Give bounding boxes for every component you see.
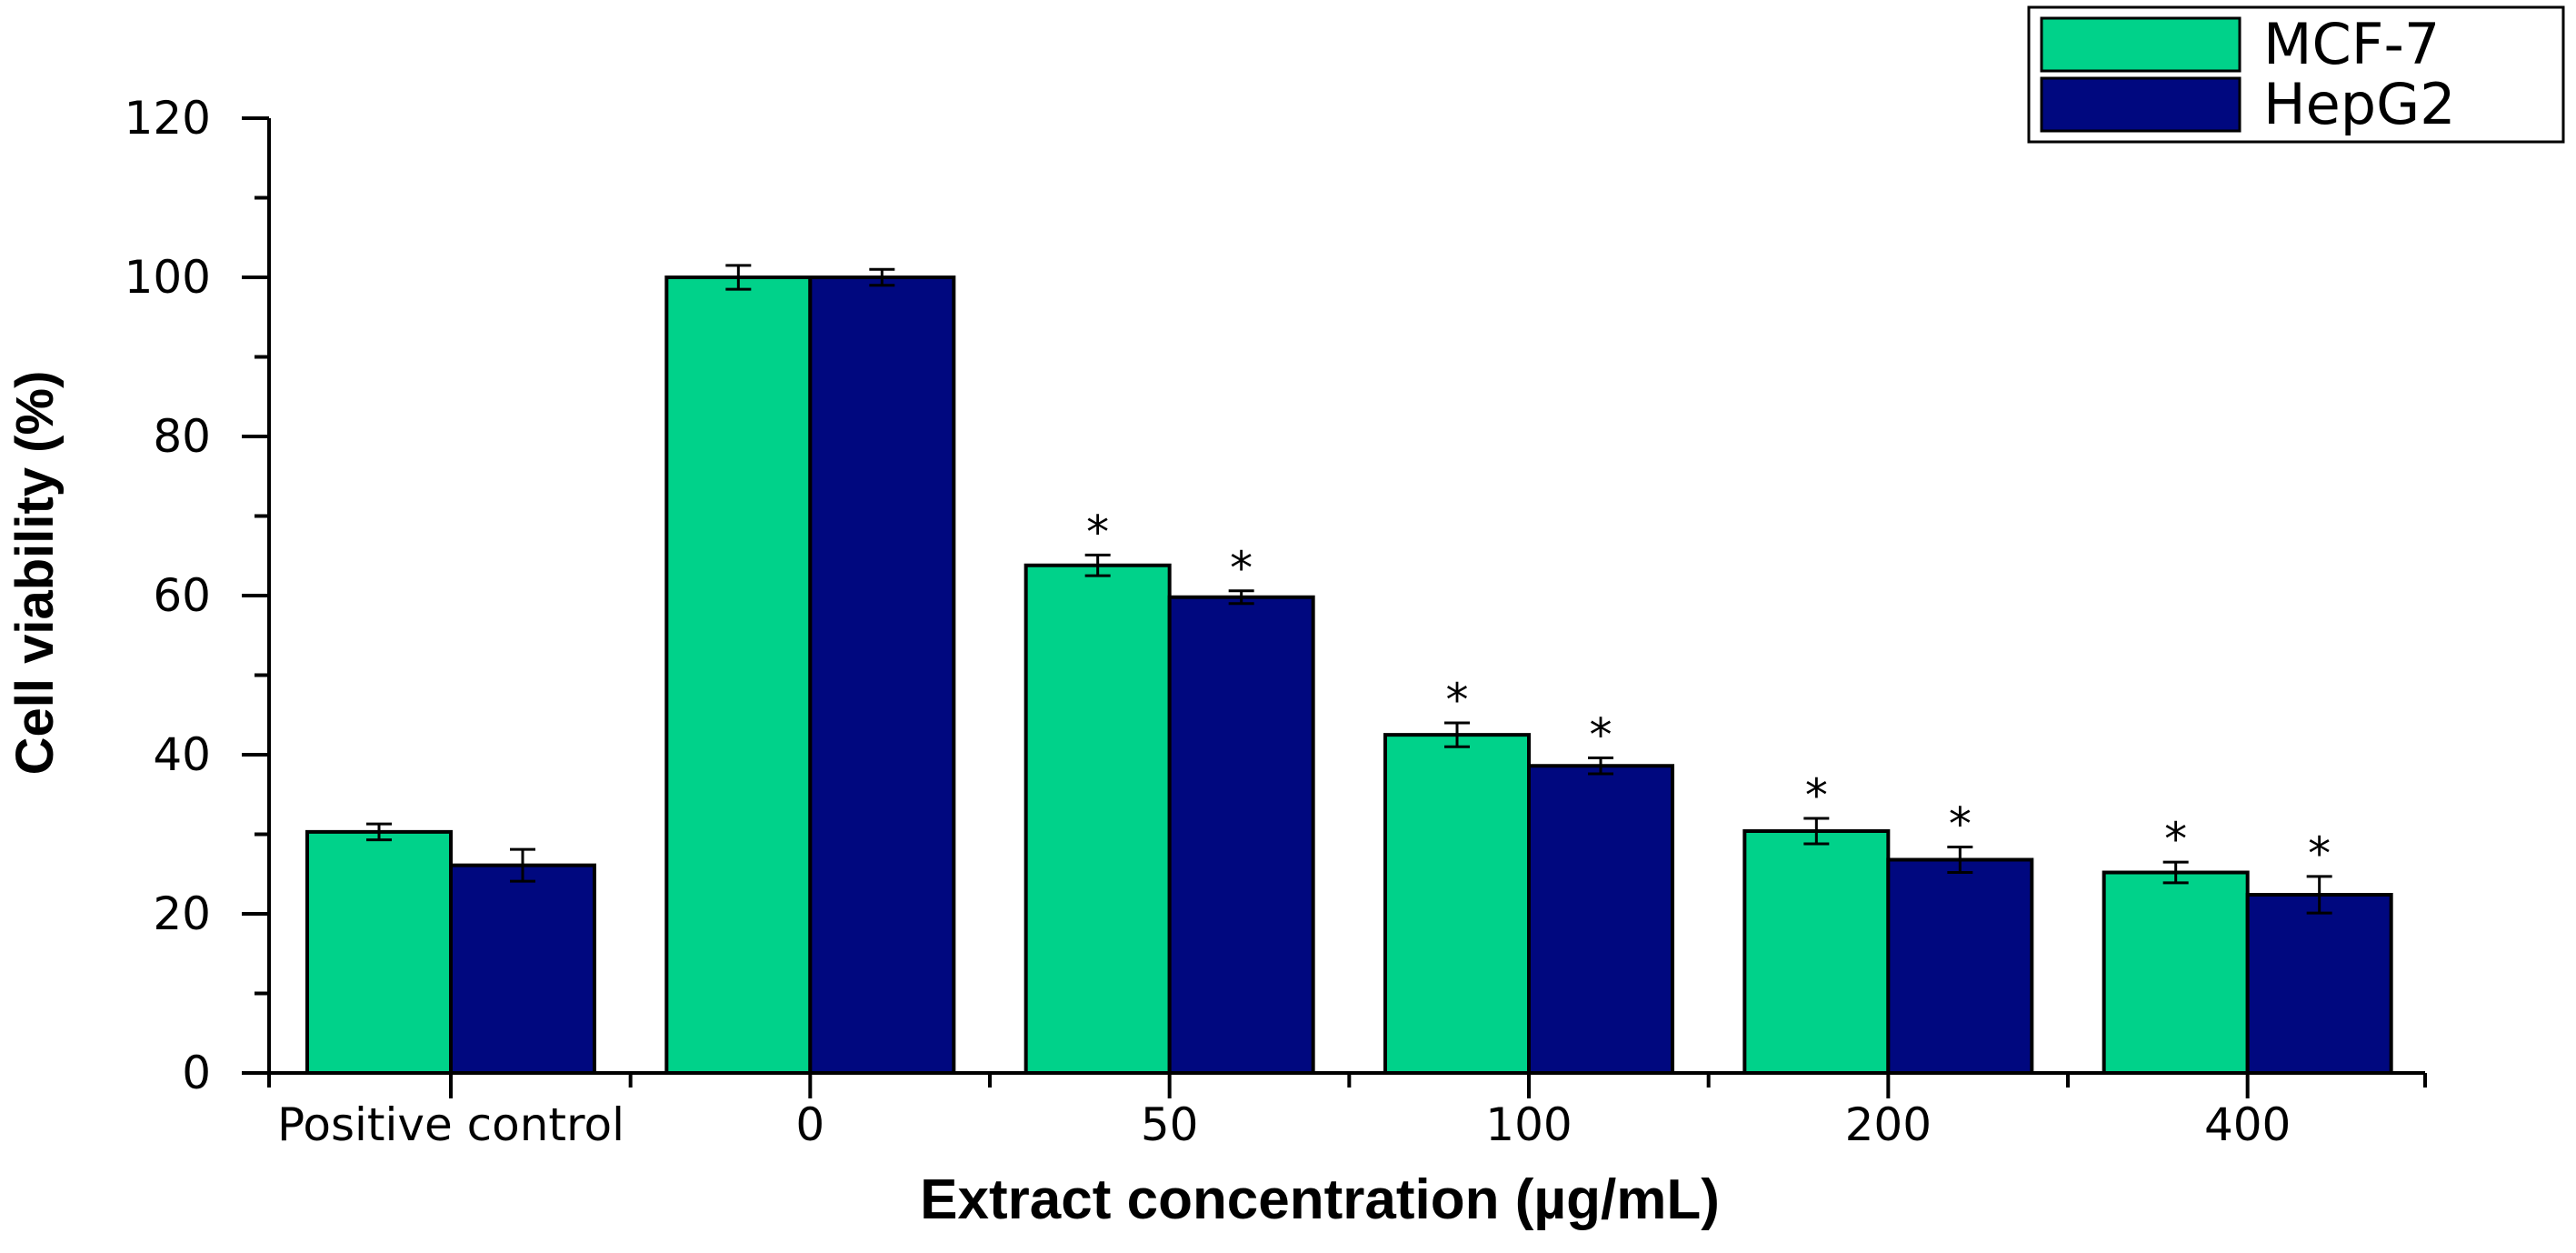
bar-hepg2-5	[2245, 893, 2393, 1075]
bar-mcf-7-2	[1023, 563, 1172, 1075]
legend-label-1: HepG2	[2263, 71, 2456, 137]
x-tick-label-4: 200	[1845, 1098, 1932, 1151]
significance-star-0-3: *	[1446, 674, 1469, 727]
bar-mcf-7-0	[305, 829, 453, 1075]
bar-hepg2-2	[1167, 595, 1315, 1075]
significance-star-1-3: *	[1590, 709, 1612, 762]
y-tick-label-4: 80	[153, 410, 211, 463]
significance-star-0-5: *	[2164, 813, 2187, 866]
legend-swatch-1	[2040, 76, 2242, 133]
legend-swatch-0	[2040, 16, 2242, 73]
y-tick-label-3: 60	[153, 569, 211, 622]
significance-star-1-4: *	[1949, 798, 1972, 851]
x-tick-label-5: 400	[2204, 1098, 2291, 1151]
legend-label-0: MCF-7	[2263, 11, 2440, 77]
y-tick-label-5: 100	[125, 251, 211, 304]
bar-hepg2-4	[1886, 857, 2034, 1075]
significance-star-1-2: *	[1230, 542, 1253, 595]
x-axis-title: Extract concentration (µg/mL)	[920, 1168, 1720, 1231]
x-tick-label-1: 0	[795, 1098, 824, 1151]
bar-mcf-7-1	[664, 276, 813, 1075]
significance-star-0-2: *	[1086, 506, 1109, 558]
bar-hepg2-3	[1527, 764, 1674, 1075]
significance-markers: * * * * * * * *	[1086, 506, 2331, 880]
y-axis-title: Cell viability (%)	[5, 371, 65, 776]
y-tick-label-0: 0	[182, 1047, 211, 1099]
significance-star-1-5: *	[2308, 827, 2331, 880]
x-tick-label-3: 100	[1485, 1098, 1572, 1151]
bar-mcf-7-4	[1742, 829, 1891, 1075]
bars-layer	[305, 276, 2393, 1075]
x-tick-label-2: 50	[1141, 1098, 1199, 1151]
bar-mcf-7-3	[1383, 733, 1531, 1075]
x-axis-ticks: Positive control 0 50 100 200 400	[267, 1073, 2427, 1151]
y-tick-label-6: 120	[125, 92, 211, 145]
error-bars-layer	[366, 264, 2332, 915]
y-tick-label-2: 40	[153, 728, 211, 781]
bar-hepg2-1	[808, 276, 956, 1075]
x-tick-label-0: Positive control	[277, 1098, 624, 1151]
bar-mcf-7-5	[2102, 870, 2250, 1075]
significance-star-0-4: *	[1805, 769, 1828, 822]
bar-hepg2-0	[449, 863, 596, 1075]
y-tick-label-1: 20	[153, 887, 211, 940]
y-axis-ticks: 0 20 40 60 80 100 120	[125, 92, 269, 1099]
